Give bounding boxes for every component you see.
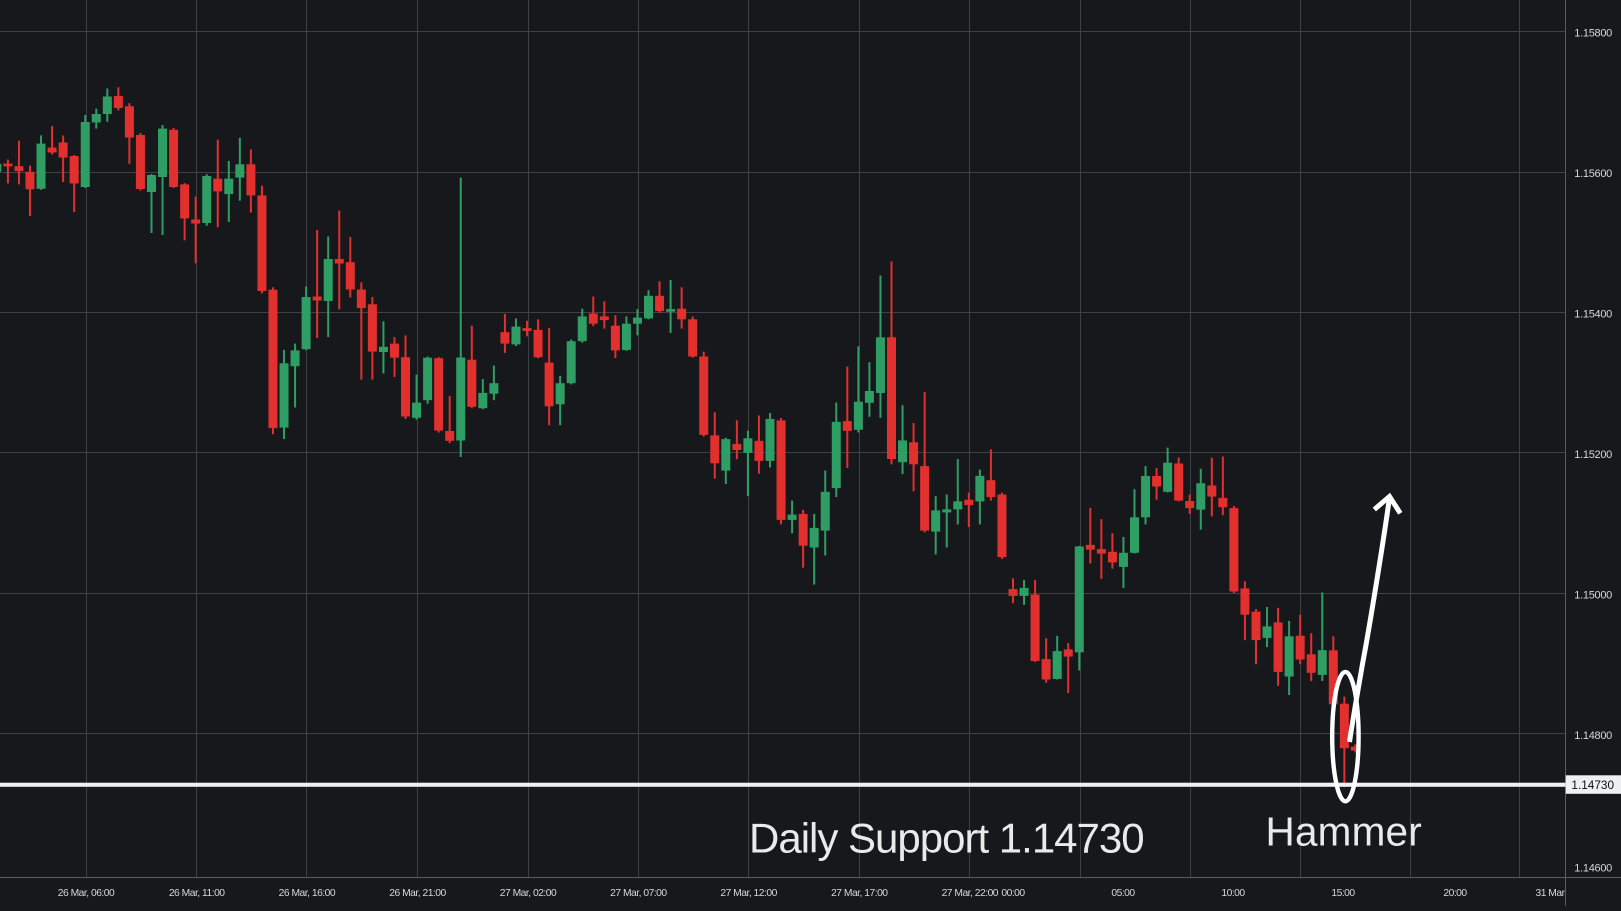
svg-text:20:00: 20:00	[1443, 888, 1467, 899]
svg-text:1.14800: 1.14800	[1574, 730, 1612, 742]
svg-text:27 Mar, 07:00: 27 Mar, 07:00	[610, 888, 667, 899]
svg-text:27 Mar, 17:00: 27 Mar, 17:00	[831, 888, 888, 899]
svg-text:26 Mar, 11:00: 26 Mar, 11:00	[169, 888, 225, 899]
svg-text:1.15600: 1.15600	[1574, 168, 1612, 180]
svg-text:1.15400: 1.15400	[1574, 308, 1612, 320]
svg-text:05:00: 05:00	[1111, 888, 1135, 899]
svg-text:26 Mar, 16:00: 26 Mar, 16:00	[279, 888, 336, 899]
svg-text:26 Mar, 21:00: 26 Mar, 21:00	[389, 888, 446, 899]
svg-text:15:00: 15:00	[1331, 888, 1355, 899]
svg-text:26 Mar, 06:00: 26 Mar, 06:00	[58, 888, 115, 899]
svg-text:00:00: 00:00	[1001, 888, 1025, 899]
svg-text:27 Mar, 22:00: 27 Mar, 22:00	[942, 888, 999, 899]
svg-text:1.14730: 1.14730	[1571, 778, 1614, 792]
svg-text:Daily Support 1.14730: Daily Support 1.14730	[749, 814, 1144, 861]
svg-text:31 Mar: 31 Mar	[1535, 888, 1565, 899]
svg-text:1.15800: 1.15800	[1574, 27, 1612, 39]
svg-text:27 Mar, 02:00: 27 Mar, 02:00	[500, 888, 557, 899]
svg-text:Hammer: Hammer	[1266, 809, 1422, 855]
svg-text:1.14600: 1.14600	[1574, 862, 1612, 874]
svg-text:1.15200: 1.15200	[1574, 449, 1612, 461]
svg-text:10:00: 10:00	[1221, 888, 1245, 899]
svg-text:1.15000: 1.15000	[1574, 589, 1612, 601]
svg-text:27 Mar, 12:00: 27 Mar, 12:00	[720, 888, 777, 899]
